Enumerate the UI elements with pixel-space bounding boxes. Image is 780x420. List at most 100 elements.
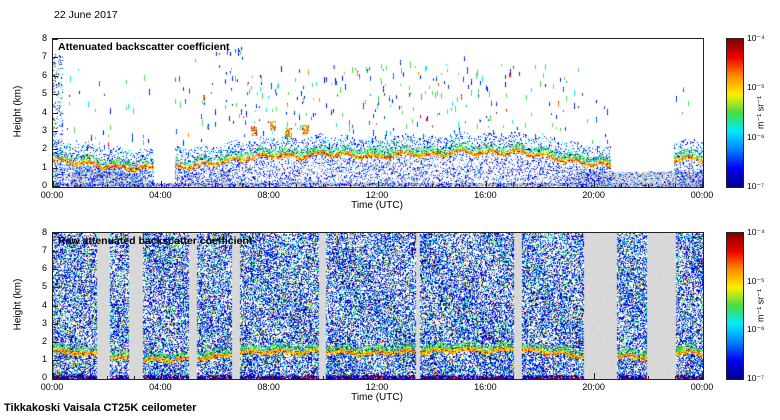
y-tick-label: 8	[41, 33, 47, 43]
y-tick-label: 0	[41, 180, 47, 190]
x-tick	[242, 376, 243, 379]
x-tick-label: 16:00	[474, 190, 497, 200]
x-tick-label: 04:00	[149, 382, 172, 392]
y-tick-label: 2	[41, 143, 47, 154]
x-tick	[567, 376, 568, 379]
x-tick-label: 00:00	[690, 190, 714, 200]
raw-backscatter-heatmap	[53, 233, 703, 379]
y-tick	[53, 378, 58, 379]
x-tick	[405, 376, 406, 379]
x-tick	[459, 184, 460, 187]
x-tick	[215, 184, 216, 187]
colorbar	[726, 232, 744, 380]
x-tick	[134, 184, 135, 187]
x-tick	[80, 184, 81, 187]
y-tick	[53, 360, 58, 361]
y-tick	[53, 324, 58, 325]
x-tick	[405, 184, 406, 187]
instrument-label: Tikkakoski Vaisala CT25K ceilometer	[4, 402, 197, 414]
x-tick	[432, 184, 433, 187]
y-tick	[53, 94, 58, 95]
y-tick	[53, 76, 58, 77]
x-tick	[648, 184, 649, 187]
colorbar-tick-label: 10⁻⁷	[747, 373, 765, 383]
x-tick	[323, 376, 324, 379]
y-tick	[53, 186, 58, 187]
y-tick	[53, 251, 58, 252]
y-tick	[53, 342, 58, 343]
y-tick	[53, 113, 58, 114]
x-tick	[594, 181, 595, 187]
y-tick-label: 0	[41, 372, 47, 382]
x-tick	[296, 376, 297, 379]
x-tick-label: 04:00	[149, 190, 172, 200]
y-tick-label: 4	[41, 299, 47, 310]
y-tick-label: 6	[41, 263, 47, 274]
y-tick-label: 4	[41, 106, 47, 117]
x-tick-label: 00:00	[40, 382, 64, 392]
x-tick	[215, 376, 216, 379]
colorbar-gradient	[727, 233, 743, 379]
y-tick-label: 5	[41, 88, 47, 99]
colorbar	[726, 38, 744, 188]
y-tick-label: 7	[41, 51, 47, 62]
y-tick-label: 3	[41, 317, 47, 328]
y-tick-label: 7	[41, 245, 47, 256]
x-tick	[161, 181, 162, 187]
x-tick	[107, 376, 108, 379]
attenuated-backscatter-plot: Attenuated backscatter coefficient	[52, 38, 704, 188]
plot-title-raw: Raw attenuated backscatter coefficient	[58, 235, 253, 247]
colorbar-tick-label: 10⁻⁶	[747, 131, 765, 142]
x-tick	[296, 184, 297, 187]
y-tick-label: 2	[41, 335, 47, 346]
x-tick-label: 00:00	[690, 382, 714, 392]
colorbar-tick-label: 10⁻⁶	[747, 324, 765, 335]
y-tick-label: 1	[41, 353, 47, 364]
x-tick-label: 16:00	[474, 382, 497, 392]
x-tick	[540, 184, 541, 187]
y-tick-label: 6	[41, 69, 47, 80]
y-tick	[53, 287, 58, 288]
x-tick	[594, 373, 595, 379]
y-tick	[53, 57, 58, 58]
x-tick	[269, 373, 270, 379]
colorbar-tick-label: 10⁻⁷	[747, 181, 765, 191]
x-tick	[323, 184, 324, 187]
x-tick	[432, 376, 433, 379]
y-tick	[53, 306, 58, 307]
x-tick	[621, 184, 622, 187]
x-axis-label: Time (UTC)	[351, 200, 403, 211]
x-tick	[53, 181, 54, 187]
x-tick	[486, 373, 487, 379]
x-tick	[513, 184, 514, 187]
x-tick-label: 08:00	[257, 382, 280, 392]
x-tick	[702, 373, 703, 379]
y-tick	[53, 149, 58, 150]
x-tick	[107, 184, 108, 187]
colorbar-gradient	[727, 39, 743, 187]
x-tick	[53, 373, 54, 379]
x-tick	[702, 181, 703, 187]
x-tick-label: 00:00	[40, 190, 64, 200]
x-tick	[350, 376, 351, 379]
x-tick	[378, 181, 379, 187]
x-tick	[621, 376, 622, 379]
x-tick	[242, 184, 243, 187]
attenuated-backscatter-heatmap	[53, 39, 703, 187]
x-tick	[161, 373, 162, 379]
x-tick	[675, 184, 676, 187]
x-tick	[188, 184, 189, 187]
x-tick	[188, 376, 189, 379]
x-tick	[134, 376, 135, 379]
plot-title-attenuated: Attenuated backscatter coefficient	[58, 41, 230, 53]
x-tick-label: 12:00	[365, 190, 389, 200]
x-tick-label: 20:00	[582, 190, 605, 200]
x-tick	[269, 181, 270, 187]
x-tick-label: 08:00	[257, 190, 280, 200]
y-tick-label: 5	[41, 281, 47, 292]
colorbar-tick-label: 10⁻⁵	[747, 82, 765, 93]
y-tick	[53, 233, 58, 234]
x-tick-label: 20:00	[582, 382, 605, 392]
y-axis-label: Height (km)	[12, 278, 24, 331]
